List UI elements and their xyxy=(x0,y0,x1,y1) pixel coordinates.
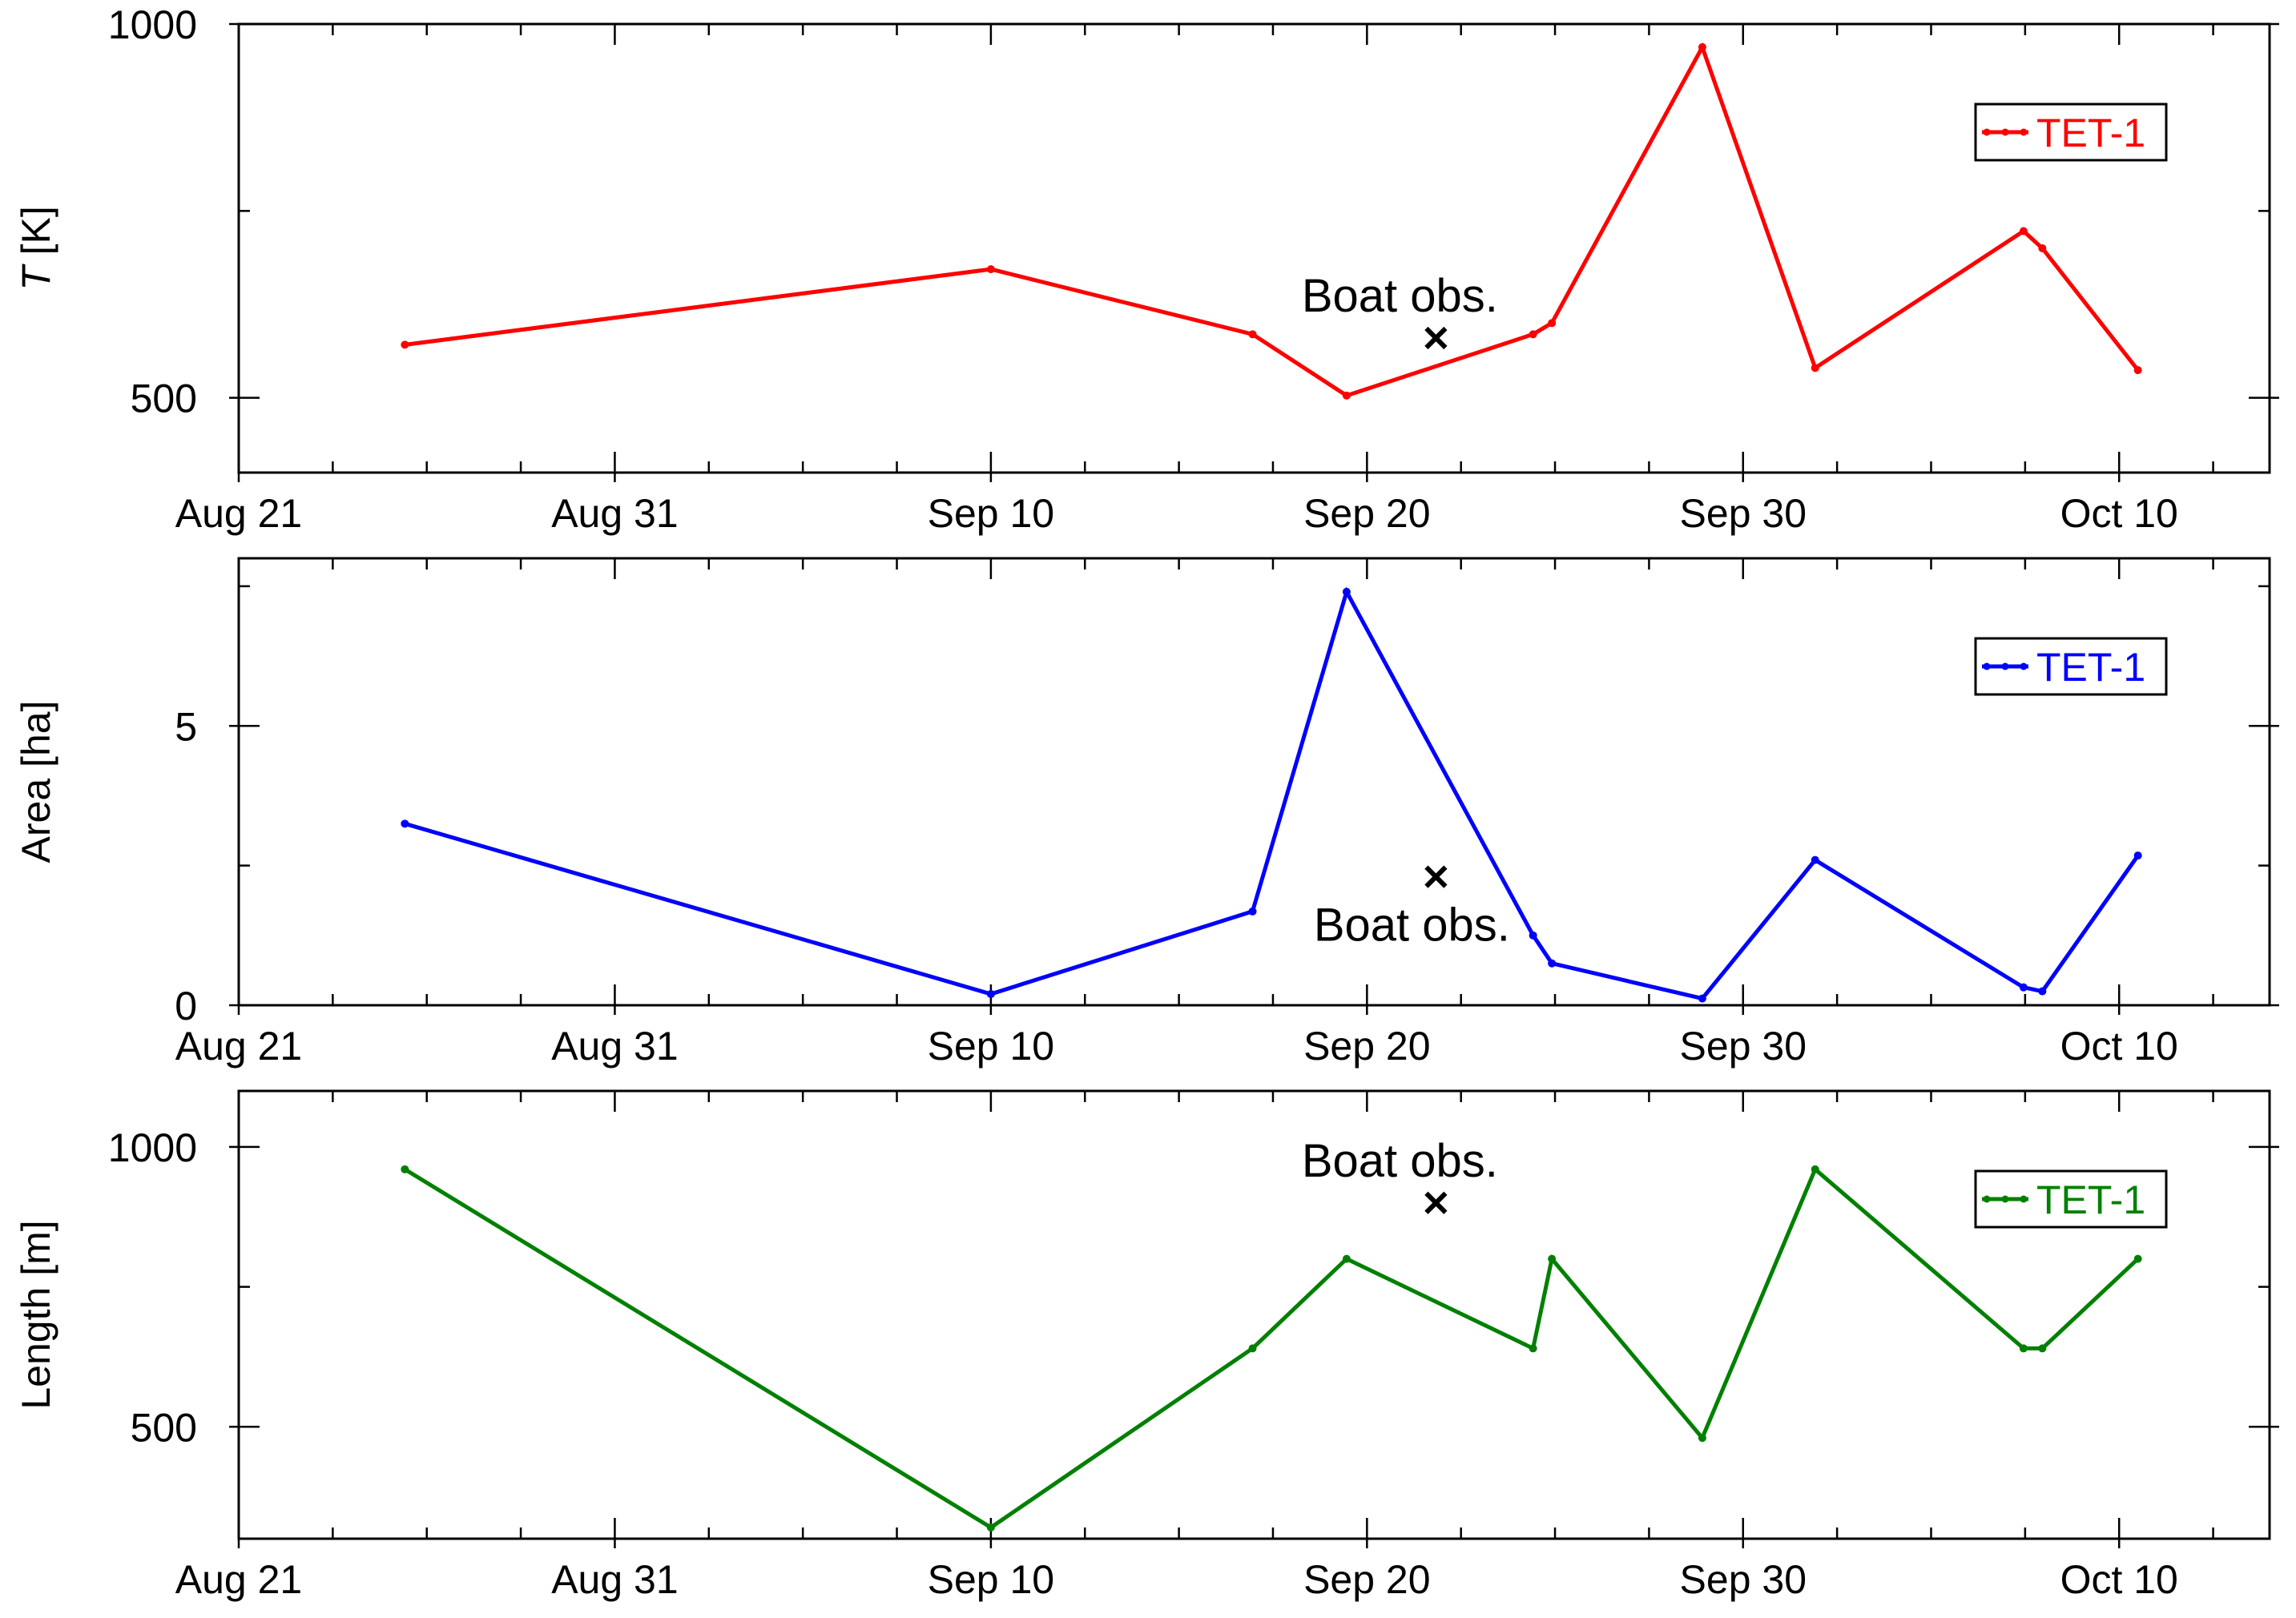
data-point xyxy=(2038,244,2047,252)
y-tick-label: 0 xyxy=(175,984,197,1028)
data-point xyxy=(1342,1254,1351,1263)
data-point xyxy=(986,990,995,999)
legend-label: TET-1 xyxy=(2036,645,2145,690)
data-point xyxy=(2019,1344,2028,1353)
boat-obs-marker xyxy=(1424,1191,1448,1214)
data-point xyxy=(2038,1344,2047,1353)
legend: TET-1 xyxy=(1974,103,2168,162)
legend-swatch-marker xyxy=(1983,128,1991,136)
legend-label: TET-1 xyxy=(2036,1177,2145,1222)
x-tick-label: Oct 10 xyxy=(2060,1557,2178,1602)
plot-frame xyxy=(237,22,2271,474)
legend-swatch-marker xyxy=(2020,1195,2028,1203)
data-point xyxy=(401,340,409,349)
data-point xyxy=(986,265,995,274)
data-point xyxy=(2019,983,2028,992)
data-point xyxy=(1342,391,1351,400)
x-tick-label: Oct 10 xyxy=(2060,1024,2178,1069)
x-tick-label: Oct 10 xyxy=(2060,491,2178,536)
data-point xyxy=(1342,587,1351,596)
chart-panel-1: Aug 21 Aug 31 Sep 10 Sep 20 Sep 30 Oct 10 500 1… xyxy=(14,2,2279,536)
data-point xyxy=(1248,1344,1257,1353)
x-tick-label: Sep 30 xyxy=(1680,491,1807,536)
data-point xyxy=(986,1523,995,1532)
legend: TET-1 xyxy=(1974,1169,2168,1229)
data-point xyxy=(1248,330,1257,339)
x-tick-label: Aug 31 xyxy=(551,1024,678,1069)
x-tick-label: Aug 31 xyxy=(551,491,678,536)
boat-obs-x-stroke xyxy=(1424,865,1448,888)
boat-obs-marker xyxy=(1424,326,1448,350)
data-point xyxy=(1698,994,1706,1003)
boat-obs-x-stroke xyxy=(1424,326,1448,350)
data-point xyxy=(2038,987,2047,996)
data-point xyxy=(1811,364,1819,372)
x-tick-label: Sep 30 xyxy=(1680,1024,1807,1069)
legend-label: TET-1 xyxy=(2036,111,2145,155)
x-tick-label: Sep 10 xyxy=(928,1557,1054,1602)
x-tick-label: Sep 30 xyxy=(1680,1557,1807,1602)
data-point xyxy=(1811,1165,1819,1173)
data-point xyxy=(1248,907,1257,916)
plot-frame xyxy=(237,1089,2271,1540)
data-point xyxy=(1529,330,1537,339)
boat-obs-label: Boat obs. xyxy=(1302,270,1498,322)
data-point xyxy=(1811,855,1819,864)
x-tick-label: Aug 31 xyxy=(551,1557,678,1602)
chart-panel-2: Aug 21 Aug 31 Sep 10 Sep 20 Sep 30 Oct 10 0 5 Ar… xyxy=(14,557,2279,1069)
legend-swatch-marker xyxy=(2001,662,2009,670)
y-tick-label: 500 xyxy=(131,376,197,421)
y-axis-label: T [K] xyxy=(14,206,58,291)
data-point xyxy=(401,819,409,828)
x-tick-label: Sep 10 xyxy=(928,1024,1054,1069)
legend-swatch-marker xyxy=(1983,1195,1991,1203)
data-point xyxy=(1548,959,1557,968)
legend: TET-1 xyxy=(1974,637,2168,696)
y-tick-label: 1000 xyxy=(108,2,197,47)
legend-swatch-marker xyxy=(2001,1195,2009,1203)
x-tick-label: Sep 20 xyxy=(1303,1024,1430,1069)
y-tick-label: 500 xyxy=(131,1405,197,1450)
x-tick-label: Aug 21 xyxy=(175,491,302,536)
legend-swatch-marker xyxy=(2001,128,2009,136)
data-point xyxy=(2133,851,2142,860)
data-point xyxy=(1698,42,1706,51)
plot-frame xyxy=(237,557,2271,1007)
y-tick-label: 1000 xyxy=(108,1125,197,1170)
boat-obs-marker xyxy=(1424,865,1448,888)
data-point xyxy=(401,1165,409,1173)
data-point xyxy=(1548,319,1557,328)
x-tick-label: Aug 21 xyxy=(175,1557,302,1602)
data-point xyxy=(1698,1434,1706,1443)
boat-obs-label: Boat obs. xyxy=(1314,900,1510,952)
x-tick-label: Sep 20 xyxy=(1303,491,1430,536)
chart-panel-3: Aug 21 Aug 31 Sep 10 Sep 20 Sep 30 Oct 10 500 1… xyxy=(14,1089,2279,1602)
x-tick-label: Aug 21 xyxy=(175,1024,302,1069)
y-axis-label: Length [m] xyxy=(14,1220,58,1409)
legend-swatch-marker xyxy=(1983,662,1991,670)
x-tick-label: Sep 10 xyxy=(928,491,1054,536)
data-point xyxy=(1529,1344,1537,1353)
data-point xyxy=(1548,1254,1557,1263)
y-axis-label: Area [ha] xyxy=(14,701,58,863)
data-point xyxy=(1529,931,1537,940)
data-point xyxy=(2019,227,2028,235)
y-tick-label: 5 xyxy=(175,704,197,749)
data-point xyxy=(2133,366,2142,375)
legend-swatch-marker xyxy=(2020,662,2028,670)
legend-swatch-marker xyxy=(2020,128,2028,136)
data-point xyxy=(2133,1254,2142,1263)
boat-obs-label: Boat obs. xyxy=(1302,1135,1498,1187)
x-tick-label: Sep 20 xyxy=(1303,1557,1430,1602)
boat-obs-x-stroke xyxy=(1424,1191,1448,1214)
